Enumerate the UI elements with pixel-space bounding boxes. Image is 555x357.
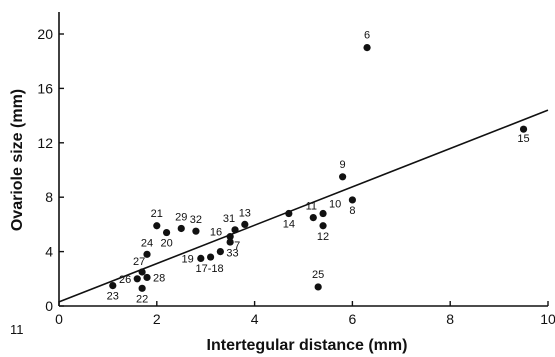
point-label-11: 11: [306, 201, 317, 213]
data-point-14: [285, 209, 293, 218]
data-points: [109, 44, 528, 292]
data-point-21: [153, 222, 161, 230]
data-point-17-18: [206, 253, 215, 261]
data-point-23: [109, 282, 117, 290]
data-point-24: [143, 250, 151, 258]
data-point-27: [138, 268, 146, 276]
point-label-16: 16: [210, 227, 222, 239]
point-label-10: 10: [329, 199, 341, 211]
regression-line-group: [58, 109, 549, 303]
x-tick-label: 8: [446, 311, 454, 327]
axes: [58, 12, 548, 307]
point-label-33: 33: [226, 248, 238, 260]
x-tick-label: 4: [251, 311, 259, 327]
data-point-9: [339, 173, 347, 181]
point-label-24: 24: [141, 237, 153, 249]
regression-line: [58, 109, 549, 303]
point-label-21: 21: [151, 208, 163, 220]
point-label-15: 15: [517, 133, 529, 145]
data-point-16: [226, 233, 234, 241]
point-label-12: 12: [317, 231, 329, 243]
data-point-10: [319, 209, 327, 218]
point-label-7: 7: [234, 240, 240, 252]
point-label-32: 32: [190, 214, 202, 226]
data-point-13: [241, 220, 249, 228]
y-tick-label: 16: [37, 80, 53, 96]
data-point-25: [314, 283, 322, 291]
point-label-13: 13: [239, 207, 251, 219]
corner-label: 11: [10, 322, 24, 337]
point-label-25: 25: [312, 269, 324, 281]
point-label-20: 20: [160, 238, 172, 250]
y-tick-label: 0: [45, 298, 53, 314]
data-point-32: [192, 227, 200, 235]
point-label-8: 8: [349, 205, 355, 217]
x-axis-title: Intertegular distance (mm): [207, 337, 408, 354]
y-tick-label: 8: [45, 189, 53, 205]
data-point-19: [197, 254, 205, 262]
point-label-26: 26: [119, 274, 131, 286]
x-tick-label: 6: [349, 311, 357, 327]
y-tick-label: 12: [37, 135, 53, 151]
point-label-19: 19: [182, 253, 194, 265]
data-point-7: [226, 238, 234, 246]
x-tick-label: 0: [55, 311, 63, 327]
point-label-14: 14: [283, 219, 295, 231]
x-tick-label: 10: [540, 311, 555, 327]
data-point-8: [348, 196, 356, 204]
data-point-12: [319, 222, 327, 230]
data-point-31: [231, 226, 239, 234]
data-point-11: [309, 214, 317, 222]
point-label-9: 9: [340, 159, 346, 171]
point-label-27: 27: [133, 256, 145, 268]
data-point-6: [363, 44, 371, 52]
point-label-17-18: 17-18: [196, 263, 224, 275]
data-point-29: [177, 224, 185, 233]
data-point-22: [138, 284, 146, 292]
point-label-23: 23: [107, 291, 119, 303]
point-label-6: 6: [364, 30, 370, 42]
data-point-26: [133, 275, 141, 283]
data-point-33: [216, 248, 224, 256]
point-label-31: 31: [223, 213, 235, 225]
y-axis-title: Ovariole size (mm): [9, 89, 26, 231]
point-label-29: 29: [175, 211, 187, 223]
data-point-15: [519, 125, 528, 133]
data-point-28: [143, 273, 151, 282]
data-point-20: [162, 228, 171, 237]
point-label-28: 28: [153, 272, 165, 284]
x-tick-label: 2: [153, 311, 161, 327]
y-tick-label: 20: [37, 26, 53, 42]
point-label-22: 22: [136, 293, 148, 305]
y-tick-label: 4: [45, 244, 53, 260]
